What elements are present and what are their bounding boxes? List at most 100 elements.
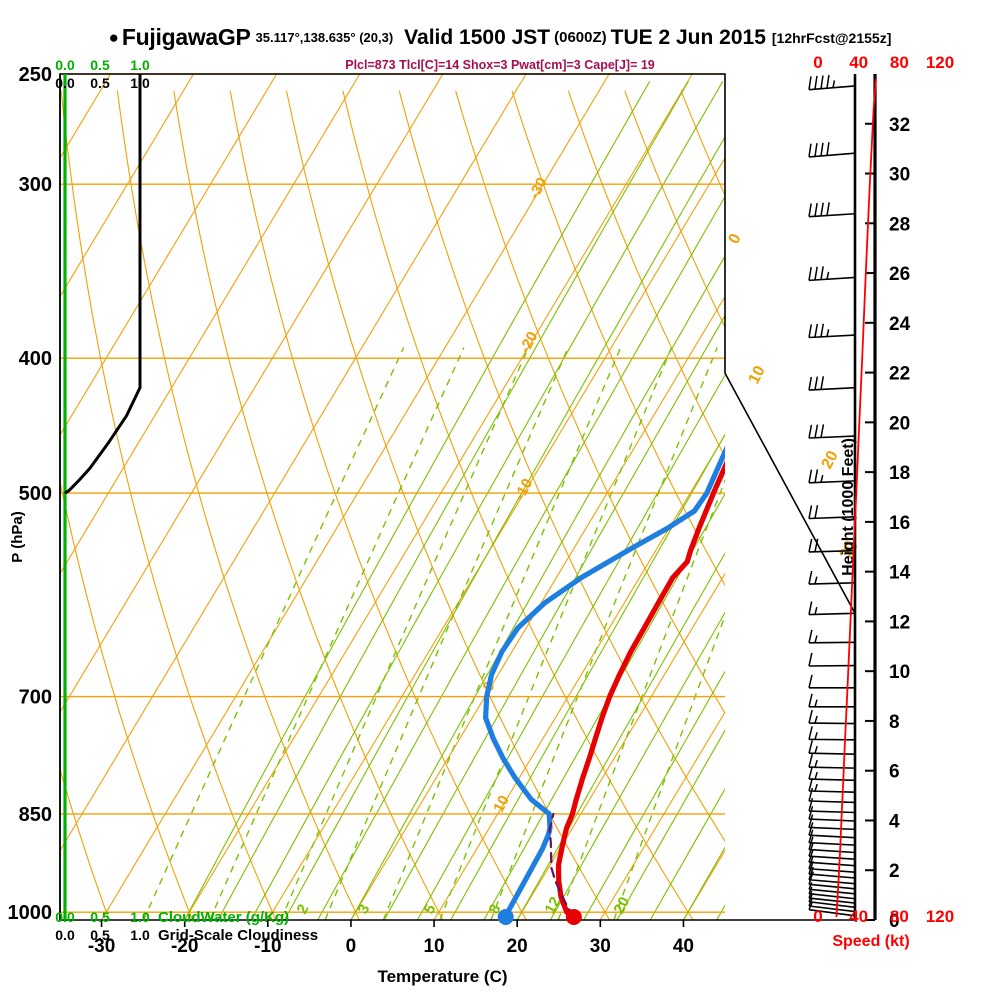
wind-barb-full-feather [808, 765, 814, 780]
speed-top-tick-40: 40 [849, 53, 868, 72]
wind-barb-half-feather [814, 745, 818, 754]
wind-barb-shaft [808, 908, 856, 917]
temperature-tick-40: 40 [673, 936, 694, 957]
temperature-tick-30: 30 [590, 936, 611, 957]
speed-bottom-tick-80: 80 [890, 907, 909, 926]
isotherm-line [767, 74, 1000, 920]
wind-barb-full-feather [808, 861, 814, 875]
height-tick-30: 30 [889, 165, 910, 186]
isotherm-line [60, 74, 361, 575]
height-tick-16: 16 [889, 513, 910, 534]
cloudiness-bottom-tick-0: 0.0 [55, 927, 75, 943]
isotherm-line [184, 74, 693, 920]
wind-barb-shaft [808, 752, 856, 755]
wind-barb-full-feather [820, 75, 824, 89]
wind-barb-full-feather [808, 538, 813, 553]
wind-barb-full-feather [808, 469, 813, 483]
wind-barb-half-feather [814, 576, 818, 585]
wind-barb-shaft [808, 85, 856, 91]
valid-date: TUE 2 Jun 2015 [610, 25, 766, 49]
isotherm-line [599, 711, 725, 920]
wind-barb-shaft [808, 834, 856, 839]
mixing-ratio-label: 20 [611, 894, 634, 917]
dry-adiabat-line [567, 90, 725, 458]
wind-barb-shaft [808, 810, 856, 814]
cloudwater-bottom-tick-1: 0.5 [90, 909, 110, 925]
moist-adiabat-line [184, 80, 651, 920]
isotherm-line [267, 156, 725, 920]
dry-adiabat-line [173, 90, 444, 920]
station-coordinates: 35.117°,138.635° (20,3) [255, 30, 394, 45]
wind-barb-shaft [808, 892, 856, 900]
grid-isotherms [0, 74, 1000, 920]
wind-barb-full-feather [820, 376, 825, 390]
cloudwater-top-tick-1: 0.5 [90, 57, 110, 73]
wind-barb-full-feather [808, 849, 814, 863]
wind-barb-half-feather [814, 783, 818, 792]
wind-barb-full-feather [826, 142, 830, 156]
wind-barb-shaft [808, 867, 856, 873]
wind-barb-shaft [808, 818, 856, 822]
wind-barb-shaft [808, 848, 856, 854]
mixing-ratio-line [209, 347, 465, 920]
mixing-ratio-label: 3 [355, 902, 374, 917]
wind-barb-shaft [808, 800, 856, 804]
wind-barb-full-feather [826, 202, 830, 216]
speed-bottom-tick-120: 120 [926, 907, 954, 926]
wind-barb-full-feather [808, 652, 813, 667]
dry-adiabat-line [60, 479, 194, 920]
wind-barb-half-feather [814, 771, 818, 780]
wind-barb-shaft [808, 841, 856, 846]
wind-barb-full-feather [808, 740, 813, 754]
wind-barb-half-feather [832, 80, 836, 88]
height-tick-8: 8 [889, 712, 900, 733]
isotherm-line [60, 74, 195, 298]
station-name: FujigawaGP [121, 24, 251, 50]
mixing-ratio-line [490, 347, 718, 920]
wind-barb-shaft [808, 276, 856, 282]
moist-adiabat-line [416, 374, 725, 920]
cloudiness-top-tick-0: 0.0 [55, 75, 75, 91]
dry-adiabat-line [511, 90, 725, 587]
pressure-axis-label: P (hPa) [9, 511, 26, 562]
isotherm-line [850, 74, 1000, 920]
wind-barb-shaft [808, 883, 856, 890]
wind-barb-full-feather [808, 143, 812, 158]
wind-barb-half-feather [814, 715, 818, 724]
surface-temperature-dot [565, 909, 582, 926]
wind-barb-full-feather [808, 726, 813, 740]
wind-barb-half-feather [826, 271, 830, 280]
wind-barb-full-feather [808, 822, 814, 836]
temperature-profile-line [555, 460, 725, 920]
moist-adiabat-line [283, 135, 725, 920]
dry-adiabat-label: 10 [490, 793, 513, 816]
wind-barb-shaft [808, 766, 856, 769]
dry-adiabat-line [0, 91, 26, 920]
wind-barb-full-feather [808, 505, 813, 519]
plot-frame [59, 73, 856, 921]
height-axis-label: Height (1000 Feet) [840, 438, 857, 576]
wind-barb-shaft [808, 778, 856, 782]
wind-barb-full-feather [808, 754, 813, 768]
wind-barb-shaft [808, 861, 856, 867]
speed-top-tick-0: 0 [813, 53, 822, 72]
wind-barb-shaft [808, 516, 856, 520]
speed-axis-label: Speed (kt) [832, 933, 909, 950]
dry-adiabat-line [963, 91, 1000, 920]
cloudwater-axis-label: CloudWater (g/Kg) [158, 909, 289, 926]
wind-barb-half-feather [808, 886, 813, 894]
forecast-info: [12hrFcst@2155z] [771, 29, 892, 46]
isotherm-line [60, 74, 111, 160]
wind-barb-shaft [808, 549, 856, 553]
dry-adiabat-label: 10 [746, 363, 769, 387]
wind-barb-shaft [808, 826, 856, 831]
height-tick-0: 0 [889, 911, 900, 932]
wind-barb-half-feather [814, 699, 818, 708]
dry-adiabat-label: -10 [511, 476, 536, 503]
valid-time: Valid 1500 JST [404, 25, 551, 49]
dry-adiabat-line [455, 90, 725, 715]
wind-barb-shaft [808, 888, 856, 895]
dry-adiabat-line [285, 90, 611, 920]
wind-barb-half-feather [808, 894, 813, 903]
wind-barb-full-feather [814, 266, 818, 281]
